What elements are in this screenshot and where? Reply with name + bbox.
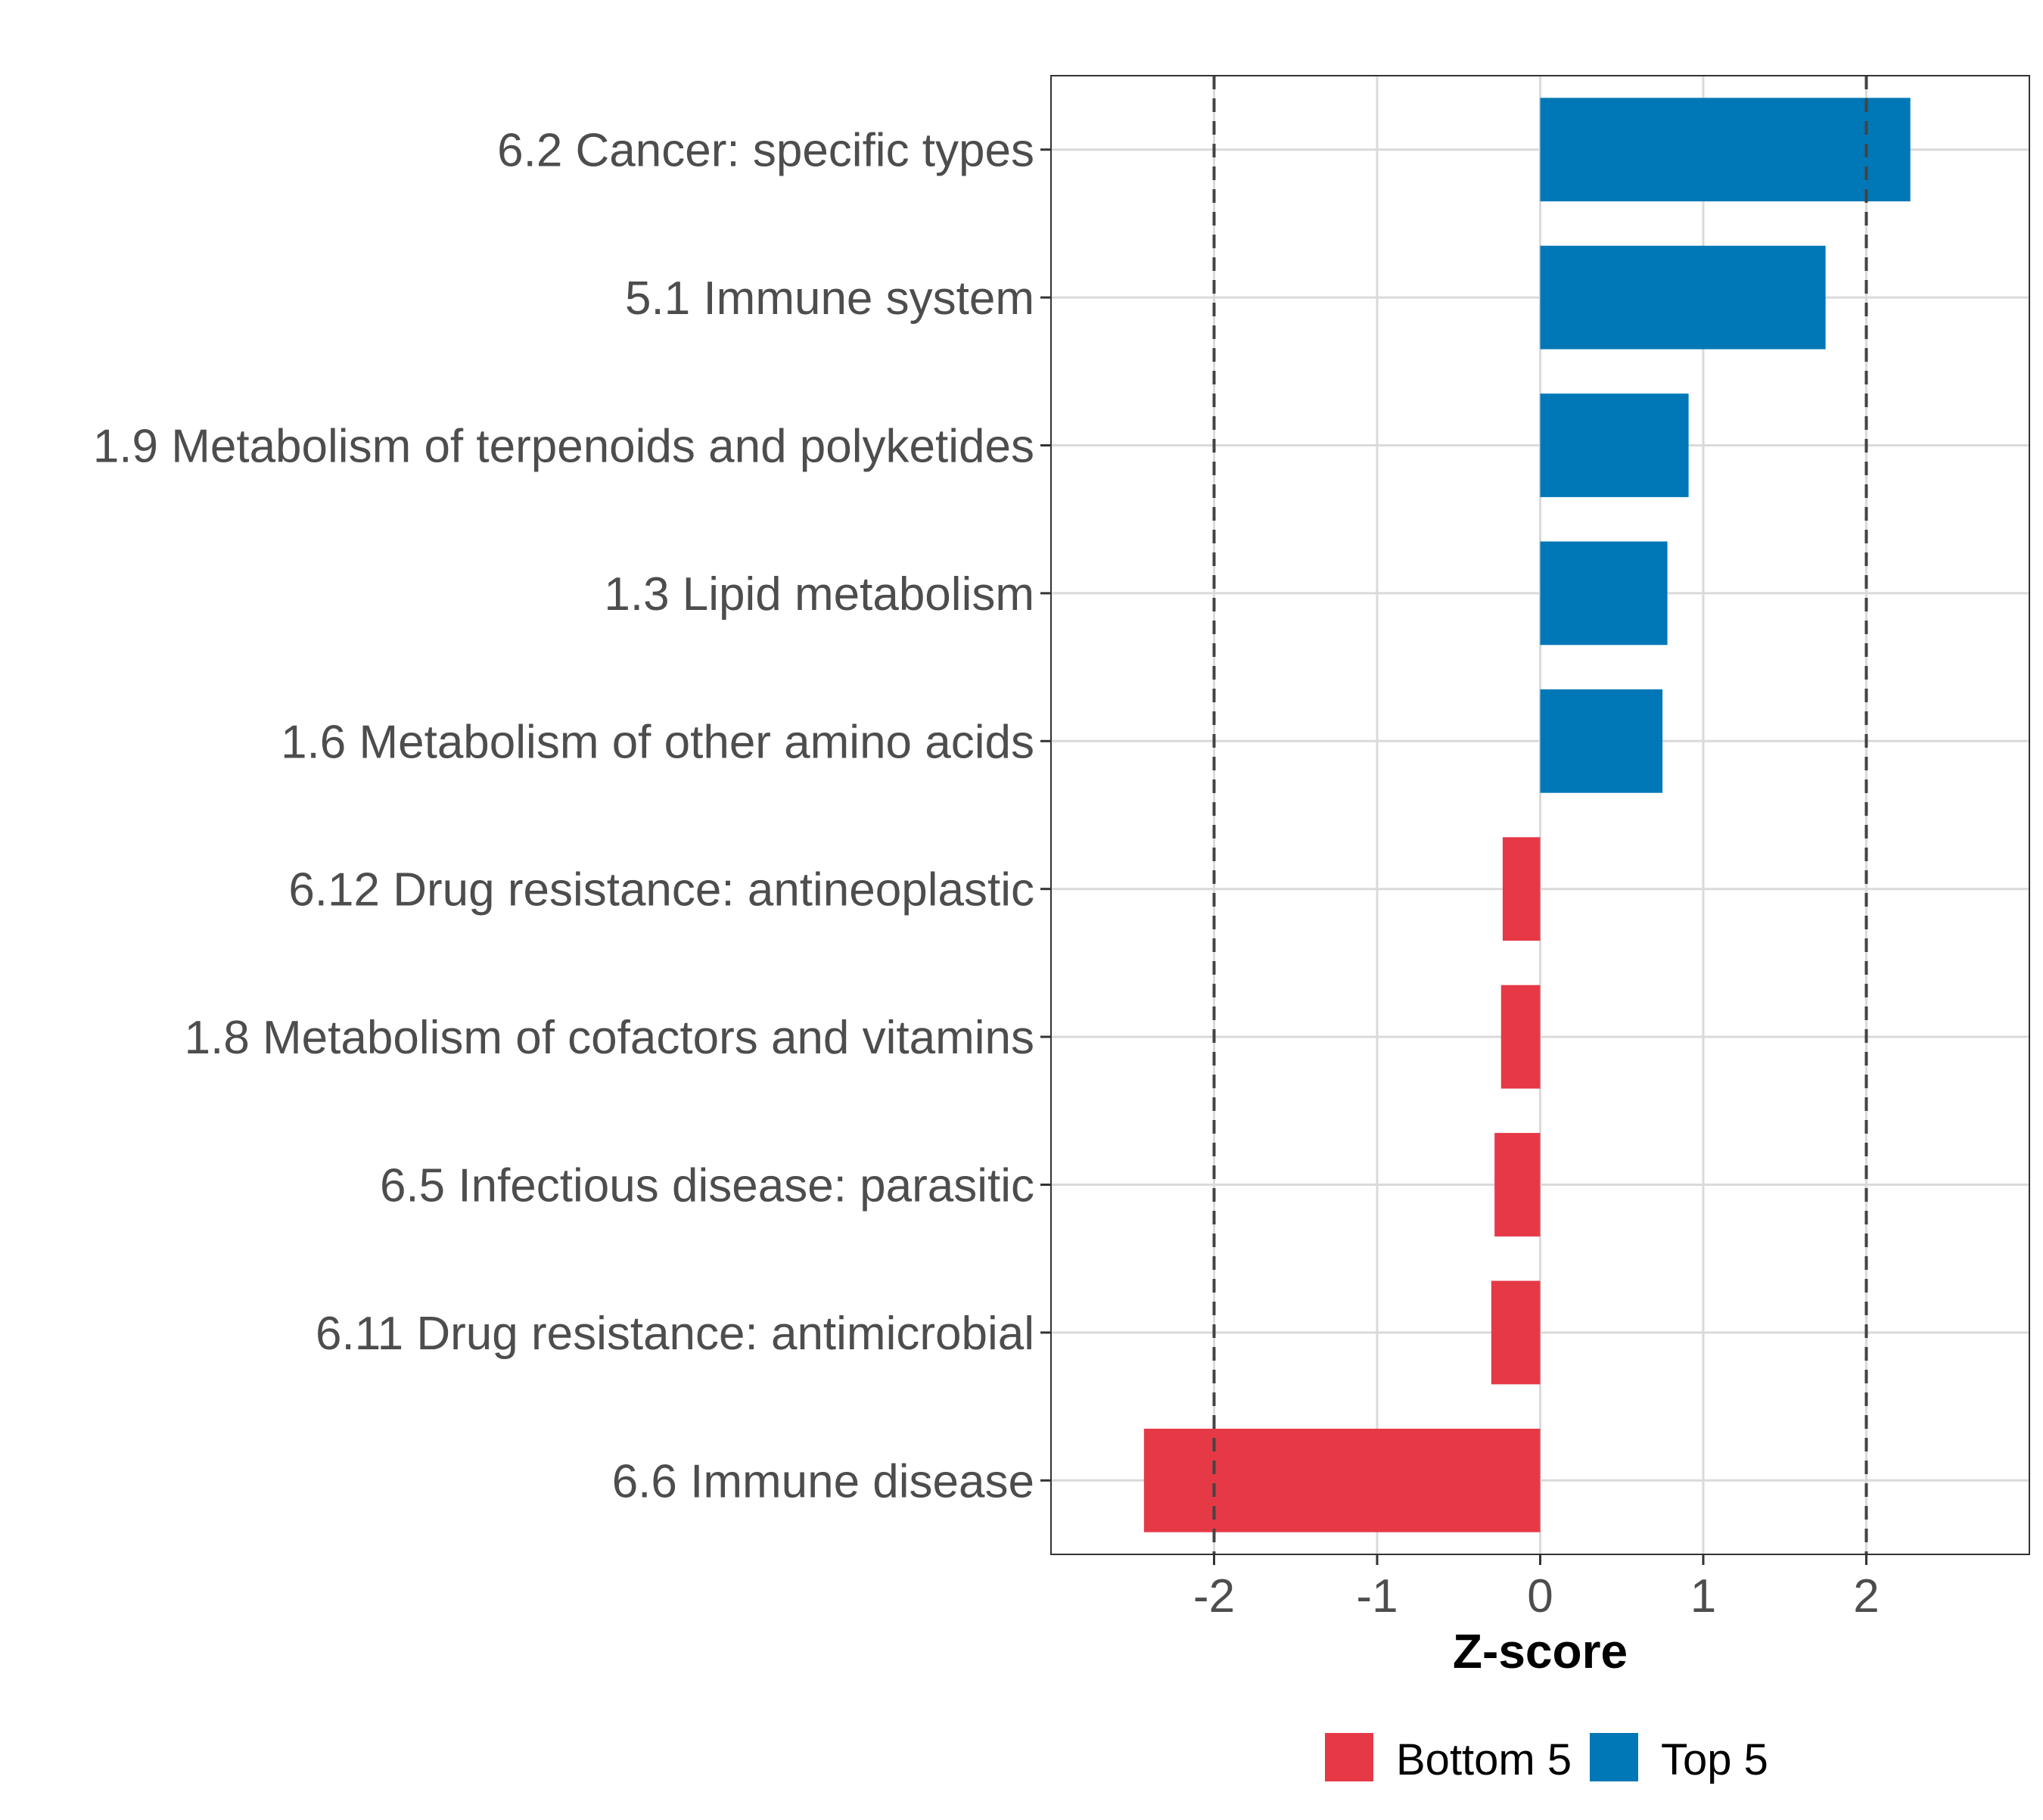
bar — [1502, 837, 1541, 941]
y-tick-label: 6.6 Immune disease — [612, 1455, 1034, 1507]
reference-line-layer — [1212, 76, 1868, 1554]
y-tick-label: 5.1 Immune system — [625, 272, 1034, 325]
x-tick-label: 0 — [1527, 1570, 1553, 1622]
axis-layer: 6.2 Cancer: specific types 5.1 Immune sys… — [93, 125, 1880, 1622]
y-tick-label: 1.3 Lipid metabolism — [604, 568, 1034, 621]
x-tick-label: -1 — [1356, 1570, 1398, 1622]
y-tick-label: 6.5 Infectious disease: parasitic — [380, 1160, 1034, 1212]
bar — [1494, 1133, 1541, 1237]
y-tick-label: 6.12 Drug resistance: antineoplastic — [288, 864, 1034, 916]
x-tick-label: 2 — [1853, 1570, 1879, 1622]
legend-label: Top 5 — [1661, 1735, 1768, 1784]
y-tick-label: 6.2 Cancer: specific types — [497, 125, 1034, 177]
y-tick-label: 1.6 Metabolism of other amino acids — [281, 716, 1034, 768]
bar — [1540, 541, 1668, 646]
y-tick-label: 1.8 Metabolism of cofactors and vitamins — [185, 1012, 1034, 1064]
legend: Bottom 5 Top 5 — [1325, 1733, 1768, 1784]
bar-layer — [1143, 98, 1911, 1532]
x-tick-label: -2 — [1193, 1570, 1235, 1622]
legend-swatch — [1590, 1733, 1638, 1781]
y-tick-label: 1.9 Metabolism of terpenoids and polyket… — [93, 421, 1034, 473]
bar — [1540, 245, 1826, 350]
x-tick-label: 1 — [1690, 1570, 1716, 1622]
bar — [1491, 1280, 1541, 1385]
y-tick-label: 6.11 Drug resistance: antimicrobial — [316, 1308, 1034, 1360]
bar — [1540, 689, 1663, 793]
x-axis-title: Z-score — [1453, 1624, 1628, 1678]
bar — [1540, 394, 1689, 497]
bar — [1540, 98, 1911, 202]
legend-label: Bottom 5 — [1396, 1735, 1572, 1784]
bar — [1500, 985, 1541, 1089]
bar — [1143, 1428, 1541, 1532]
legend-swatch — [1325, 1733, 1373, 1781]
